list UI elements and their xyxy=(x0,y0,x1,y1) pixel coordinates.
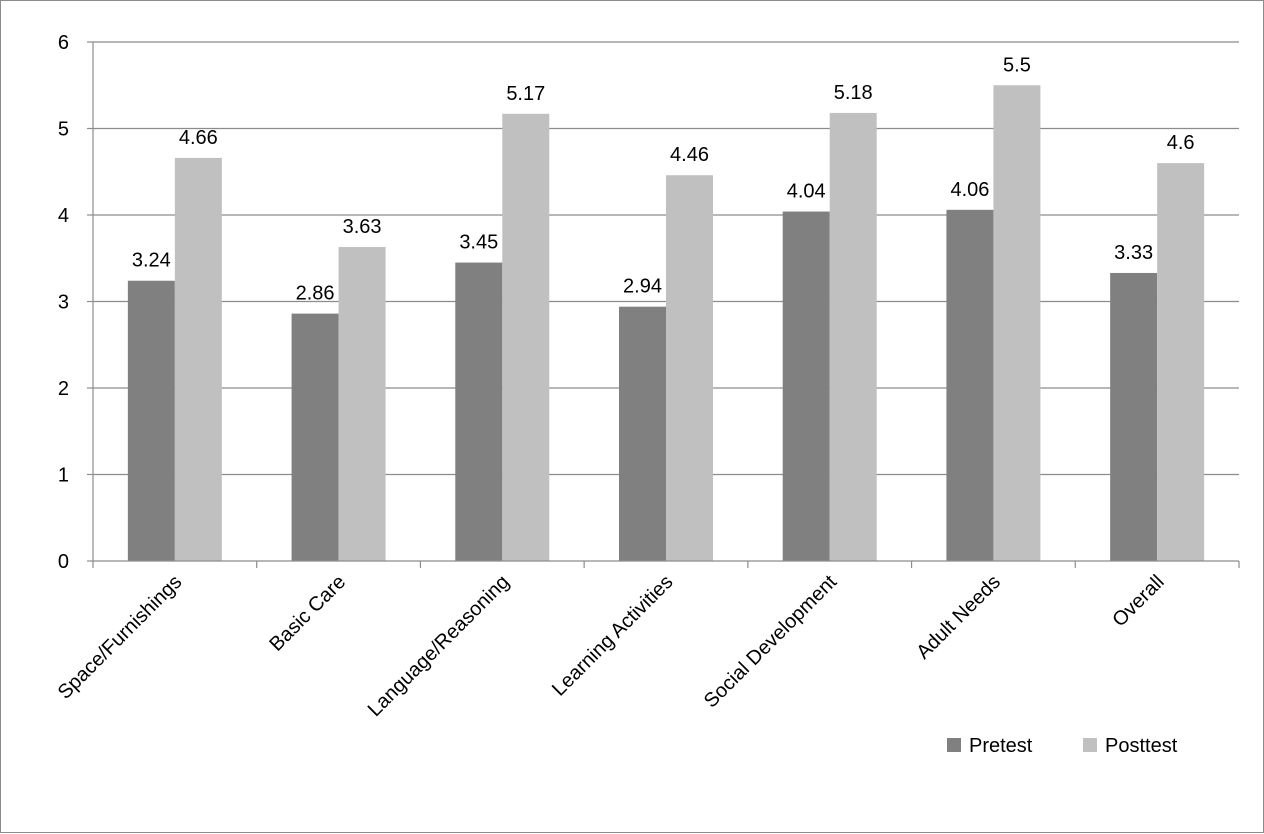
category-label-4: Social Development xyxy=(700,571,842,713)
y-tick-label-1: 1 xyxy=(58,465,69,487)
y-tick-label-6: 6 xyxy=(58,32,69,54)
bar-posttest-3 xyxy=(666,175,713,561)
category-label-5: Adult Needs xyxy=(912,571,1005,664)
bar-pretest-5 xyxy=(946,209,994,561)
axes xyxy=(87,41,1240,568)
bar-posttest-4 xyxy=(829,112,877,562)
data-label-pretest-6: 3.33 xyxy=(1114,242,1153,264)
y-tick-label-2: 2 xyxy=(58,378,69,400)
y-axis-tick-labels: 0 1 2 3 4 5 6 xyxy=(58,32,69,573)
data-label-pretest-1: 2.86 xyxy=(296,283,335,305)
legend-swatch-posttest xyxy=(1083,738,1097,752)
bar-pretest-4 xyxy=(782,211,830,562)
y-tick-label-0: 0 xyxy=(58,551,69,573)
legend-label-pretest: Pretest xyxy=(969,735,1033,757)
legend: Pretest Posttest xyxy=(947,735,1178,757)
bar-pretest-1 xyxy=(291,313,339,561)
bar-pretest-0 xyxy=(127,280,175,561)
data-label-pretest-0: 3.24 xyxy=(132,250,171,272)
data-label-pretest-3: 2.94 xyxy=(623,276,662,298)
data-label-posttest-5: 5.5 xyxy=(1003,54,1031,76)
bar-posttest-0 xyxy=(174,157,222,561)
legend-swatch-pretest xyxy=(947,738,961,752)
category-label-6: Overall xyxy=(1108,571,1168,631)
category-label-0: Space/Furnishings xyxy=(54,571,187,704)
y-tick-label-3: 3 xyxy=(58,292,69,314)
bar-pretest-6 xyxy=(1110,272,1158,561)
bar-posttest-5 xyxy=(993,85,1041,561)
data-label-pretest-5: 4.06 xyxy=(950,179,989,201)
bar-posttest-2 xyxy=(502,113,550,562)
category-labels: Space/Furnishings Basic Care Language/Reas… xyxy=(54,571,1169,721)
category-label-3: Learning Activities xyxy=(548,571,678,701)
data-labels: 3.24 4.66 2.86 3.63 3.45 5.17 2.94 4.46 4.04 5.18… xyxy=(132,54,1195,304)
y-tick-label-4: 4 xyxy=(58,205,69,227)
legend-label-posttest: Posttest xyxy=(1105,735,1178,757)
data-label-posttest-4: 5.18 xyxy=(834,82,873,104)
data-label-posttest-3: 4.46 xyxy=(670,144,709,166)
data-label-posttest-2: 5.17 xyxy=(506,83,545,105)
data-label-posttest-6: 4.6 xyxy=(1167,132,1195,154)
bar-posttest-6 xyxy=(1157,163,1205,561)
bar-pretest-3 xyxy=(619,306,666,561)
data-label-posttest-0: 4.66 xyxy=(179,127,218,149)
data-label-posttest-1: 3.63 xyxy=(343,216,382,238)
y-tick-label-5: 5 xyxy=(58,119,69,141)
bar-posttest-1 xyxy=(338,247,386,561)
bar-pretest-2 xyxy=(455,262,503,561)
data-label-pretest-2: 3.45 xyxy=(459,232,498,254)
category-label-1: Basic Care xyxy=(265,571,350,656)
category-label-2: Language/Reasoning xyxy=(364,571,514,721)
data-label-pretest-4: 4.04 xyxy=(787,181,826,203)
bars xyxy=(127,85,1205,562)
